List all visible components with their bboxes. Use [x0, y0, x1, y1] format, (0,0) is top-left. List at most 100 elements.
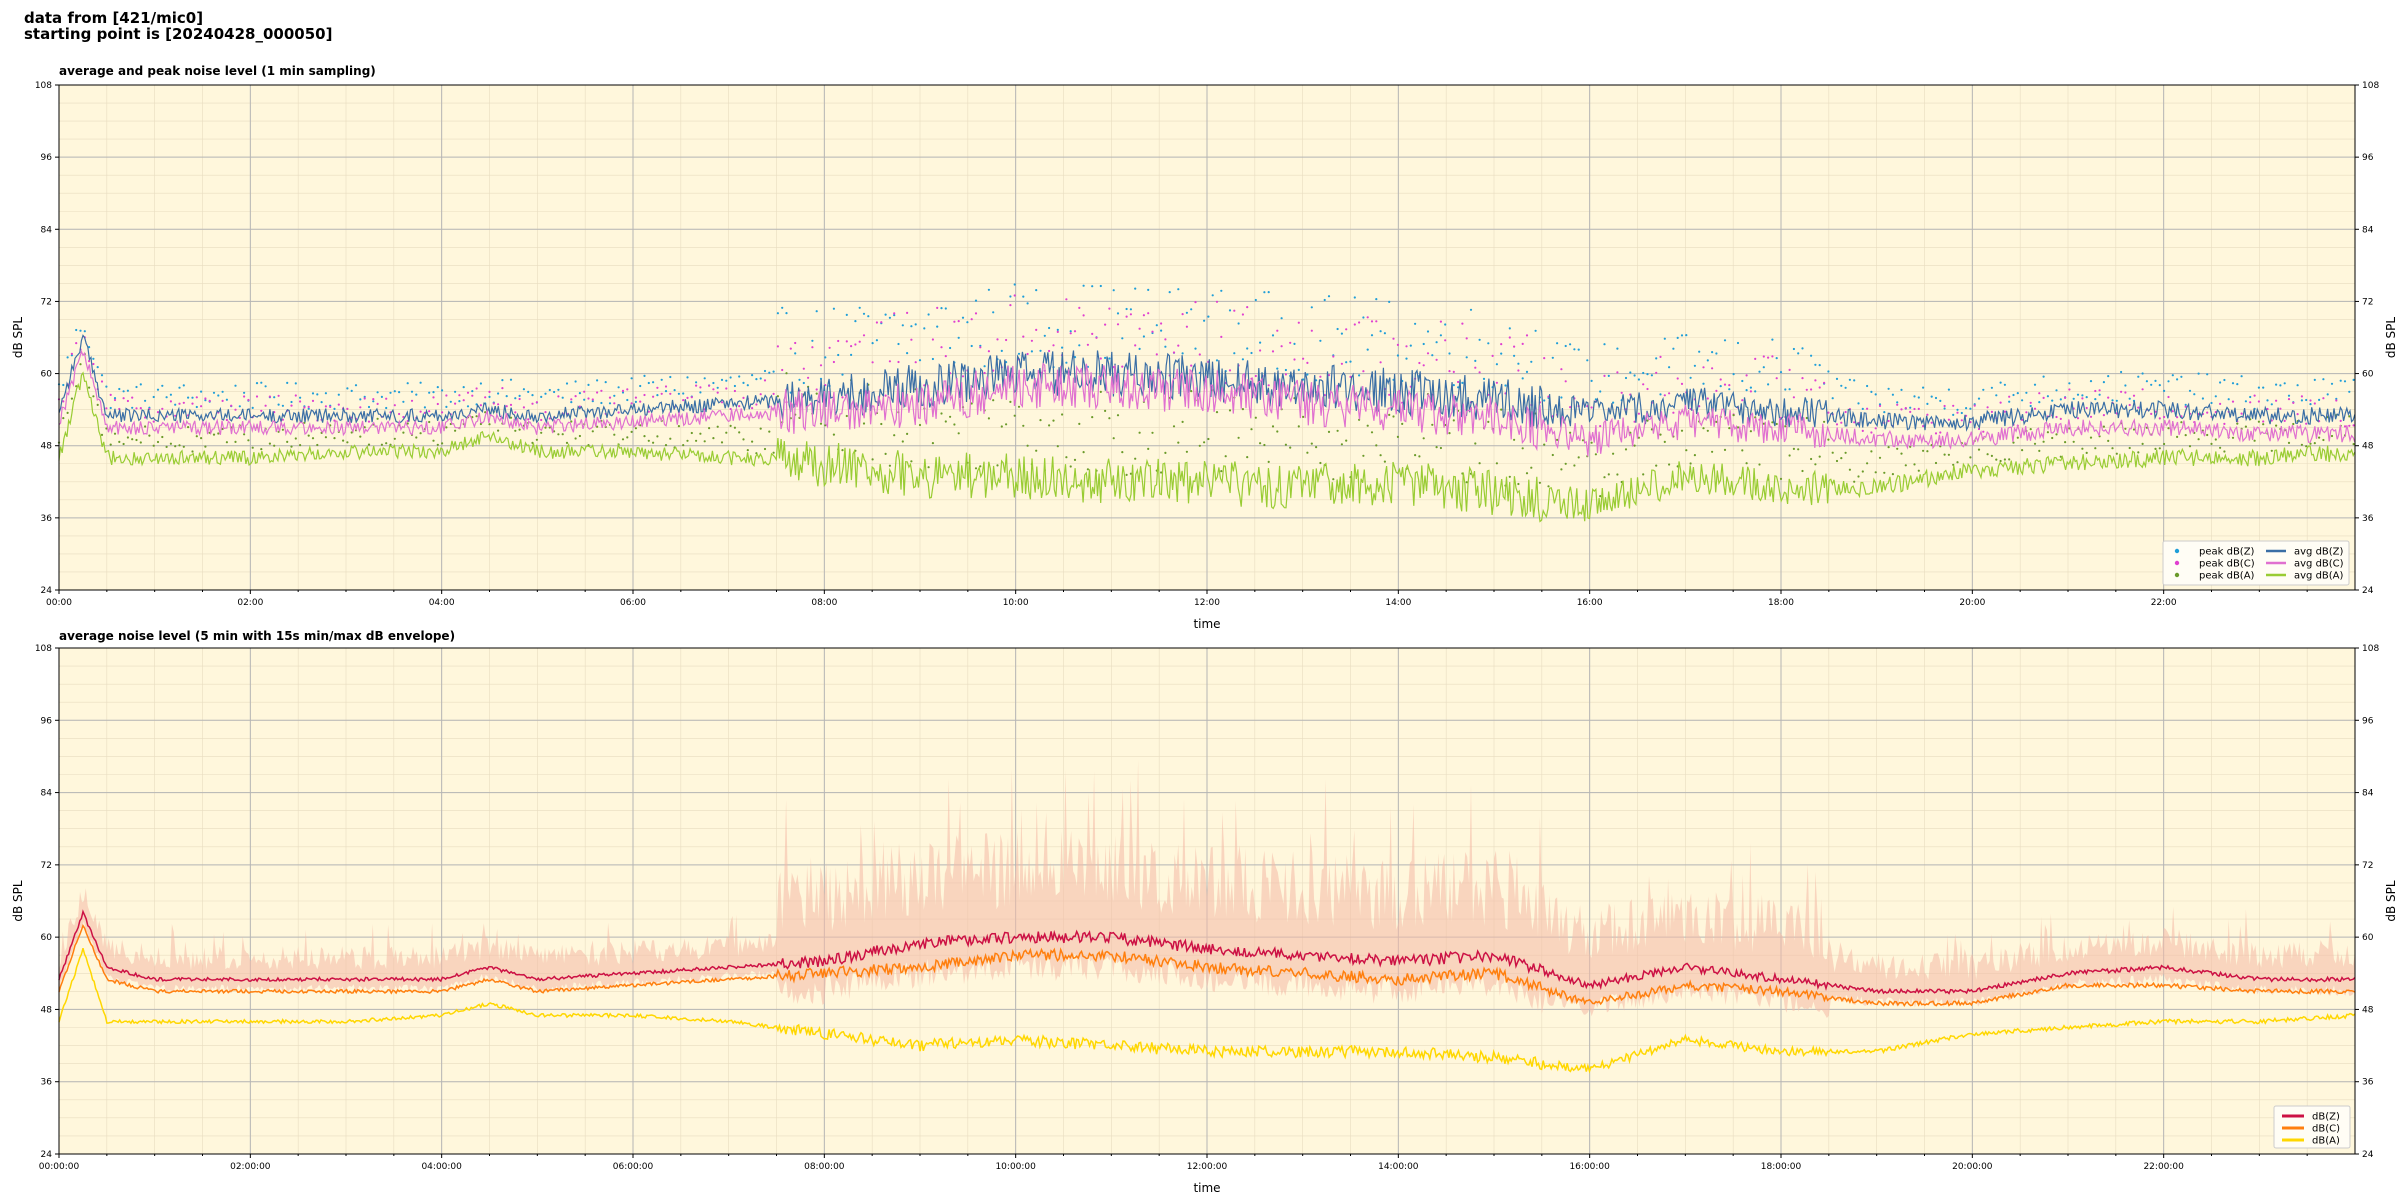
peak-point	[1581, 439, 1585, 442]
peak-point	[910, 460, 913, 463]
peak-point	[647, 410, 650, 413]
peak-point	[1439, 334, 1442, 337]
peak-point	[1280, 345, 1283, 348]
peak-point	[118, 440, 121, 443]
peak-point	[2214, 438, 2217, 441]
peak-point	[509, 403, 513, 406]
peak-point	[1310, 306, 1313, 309]
peak-point	[1969, 421, 1972, 424]
peak-point	[2102, 381, 2105, 384]
peak-point	[1758, 370, 1761, 373]
peak-point	[1870, 450, 1873, 453]
peak-point	[647, 381, 650, 385]
peak-point	[1069, 330, 1072, 333]
peak-point	[712, 381, 715, 385]
peak-point	[910, 338, 913, 341]
peak-point	[1814, 463, 1817, 466]
peak-point	[664, 444, 668, 447]
ytick-label-left: 36	[41, 1078, 53, 1088]
peak-point	[1332, 355, 1335, 358]
peak-point	[1164, 345, 1167, 348]
peak-point	[1525, 472, 1529, 475]
ytick-label-left: 72	[41, 297, 52, 307]
peak-point	[1637, 378, 1640, 381]
peak-point	[2016, 392, 2019, 395]
peak-point	[1345, 361, 1348, 364]
peak-point	[888, 464, 892, 467]
peak-point	[230, 404, 233, 407]
peak-point	[2176, 378, 2179, 381]
peak-point	[1026, 352, 1029, 356]
peak-point	[2033, 383, 2037, 386]
ytick-label-right: 36	[2362, 1078, 2374, 1088]
peak-point	[178, 402, 181, 405]
peak-point	[2141, 372, 2144, 375]
peak-point	[2141, 442, 2144, 445]
peak-point	[286, 440, 289, 443]
peak-point	[131, 396, 134, 399]
peak-point	[2120, 390, 2123, 393]
peak-point	[703, 377, 706, 380]
peak-point	[1220, 289, 1223, 292]
peak-point	[2102, 425, 2105, 428]
peak-point	[1327, 374, 1331, 377]
peak-point	[458, 400, 461, 403]
peak-point	[742, 438, 745, 441]
peak-point	[1220, 470, 1223, 473]
peak-point	[191, 396, 194, 399]
peak-point	[1909, 406, 1912, 409]
peak-point	[557, 395, 560, 398]
peak-point	[251, 406, 254, 409]
peak-point	[393, 437, 396, 440]
legend-label: dB(C)	[2312, 1124, 2340, 1135]
peak-point	[1061, 413, 1064, 416]
peak-point	[540, 395, 543, 398]
peak-point	[1160, 329, 1163, 332]
peak-point	[1000, 425, 1003, 428]
peak-point	[161, 384, 164, 387]
ytick-label-left: 24	[41, 586, 53, 596]
peak-point	[1215, 411, 1219, 414]
peak-point	[1706, 429, 1709, 432]
peak-point	[2266, 407, 2269, 411]
peak-point	[126, 389, 129, 392]
peak-point	[621, 389, 625, 392]
peak-point	[2068, 388, 2071, 391]
ytick-label-left: 48	[41, 1005, 53, 1015]
peak-point	[845, 414, 848, 418]
peak-point	[557, 433, 560, 436]
peak-point	[1986, 406, 1989, 409]
peak-point	[2059, 398, 2062, 401]
peak-point	[1982, 430, 1985, 433]
peak-point	[1887, 387, 1890, 390]
peak-point	[1801, 347, 1804, 350]
peak-point	[1056, 330, 1059, 333]
peak-point	[1478, 462, 1481, 465]
peak-point	[1823, 381, 1826, 384]
peak-point	[2055, 415, 2058, 419]
peak-point	[1056, 445, 1059, 448]
xtick-label: 14:00	[1385, 598, 1411, 608]
peak-point	[1943, 407, 1946, 410]
peak-point	[1388, 393, 1391, 396]
peak-point	[1302, 357, 1305, 360]
peak-point	[139, 441, 142, 444]
peak-point	[574, 380, 577, 383]
peak-point	[1358, 321, 1361, 324]
peak-point	[1465, 481, 1468, 484]
peak-point	[1168, 291, 1171, 294]
peak-point	[944, 420, 947, 423]
peak-point	[987, 350, 991, 353]
peak-point	[2012, 441, 2015, 444]
xtick-label: 10:00:00	[995, 1162, 1036, 1172]
peak-point	[1913, 463, 1916, 466]
peak-point	[841, 396, 844, 399]
peak-point	[2171, 374, 2174, 377]
peak-point	[656, 386, 659, 389]
peak-point	[1754, 390, 1757, 393]
peak-point	[832, 307, 836, 310]
peak-point	[1190, 308, 1193, 311]
peak-point	[578, 392, 582, 395]
peak-point	[2003, 383, 2006, 386]
peak-point	[260, 409, 263, 412]
